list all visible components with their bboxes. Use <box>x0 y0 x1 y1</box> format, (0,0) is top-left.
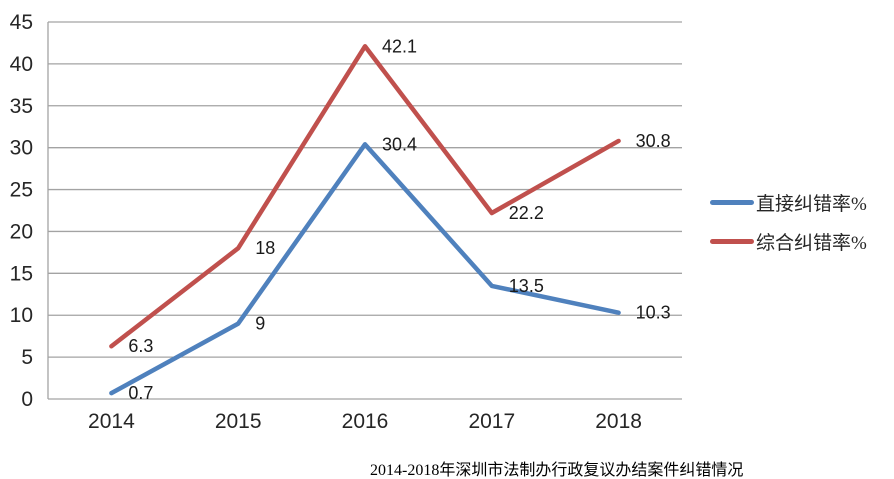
y-tick-label: 30 <box>10 137 33 160</box>
data-label: 22.2 <box>509 203 544 223</box>
legend-item-series-1: 综合纠错率% <box>710 229 867 254</box>
y-tick-label: 45 <box>10 11 33 34</box>
y-tick-label: 20 <box>10 220 33 243</box>
data-label: 6.3 <box>128 336 153 356</box>
data-label: 30.8 <box>636 131 671 151</box>
y-tick-label: 10 <box>10 304 33 327</box>
y-tick-label: 0 <box>21 388 33 411</box>
series-line-1 <box>109 44 621 349</box>
legend-item-series-0: 直接纠错率% <box>710 190 867 215</box>
data-label: 9 <box>255 314 265 334</box>
x-tick-label: 2014 <box>88 410 135 433</box>
x-tick-label: 2017 <box>468 410 515 433</box>
y-tick-label: 5 <box>21 346 33 369</box>
legend-swatch <box>710 238 754 244</box>
x-tick-label: 2018 <box>595 410 642 433</box>
y-tick-label: 40 <box>10 53 33 76</box>
data-label: 13.5 <box>509 276 544 296</box>
x-tick-label: 2015 <box>215 410 262 433</box>
legend-swatch <box>710 199 754 205</box>
data-label: 42.1 <box>382 36 417 56</box>
y-tick-label: 35 <box>10 95 33 118</box>
legend-label: 综合纠错率% <box>756 232 867 254</box>
legend-label: 直接纠错率% <box>756 193 867 215</box>
y-tick-label: 25 <box>10 179 33 202</box>
x-tick-label: 2016 <box>342 410 389 433</box>
data-label: 0.7 <box>128 383 153 403</box>
data-label: 10.3 <box>636 303 671 323</box>
chart-title: 2014-2018年深圳市法制办行政复议办结案件纠错情况 <box>370 462 744 479</box>
series-line-0 <box>109 142 621 396</box>
data-label: 30.4 <box>382 134 417 154</box>
data-label: 18 <box>255 238 275 258</box>
y-tick-label: 15 <box>10 262 33 285</box>
chart-legend: 直接纠错率% 综合纠错率% <box>710 190 867 268</box>
